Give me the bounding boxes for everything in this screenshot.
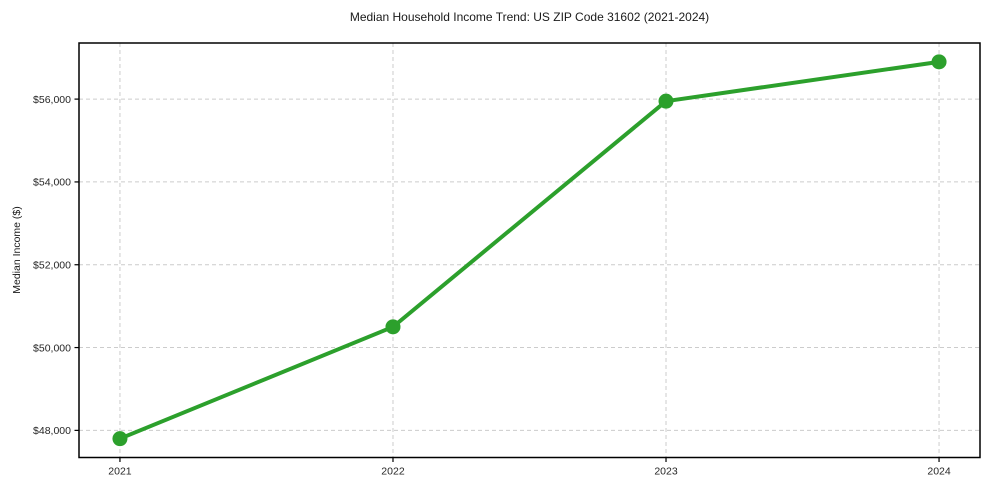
data-point-marker (931, 54, 947, 70)
x-tick-label: 2024 (927, 466, 951, 478)
y-tick-label: $52,000 (33, 260, 71, 272)
x-tick-label: 2022 (381, 466, 405, 478)
y-tick-label: $56,000 (33, 94, 71, 106)
plot-border (78, 42, 981, 459)
data-point-marker (658, 93, 674, 109)
x-tick-label: 2023 (654, 466, 678, 478)
data-point-marker (385, 319, 401, 335)
y-tick-label: $50,000 (33, 342, 71, 354)
chart-title: Median Household Income Trend: US ZIP Co… (349, 10, 710, 24)
y-tick-label: $48,000 (33, 425, 71, 437)
x-tick-label: 2021 (108, 466, 132, 478)
data-point-marker (112, 431, 128, 447)
y-tick-label: $54,000 (33, 177, 71, 189)
income-trend-line (117, 59, 942, 441)
